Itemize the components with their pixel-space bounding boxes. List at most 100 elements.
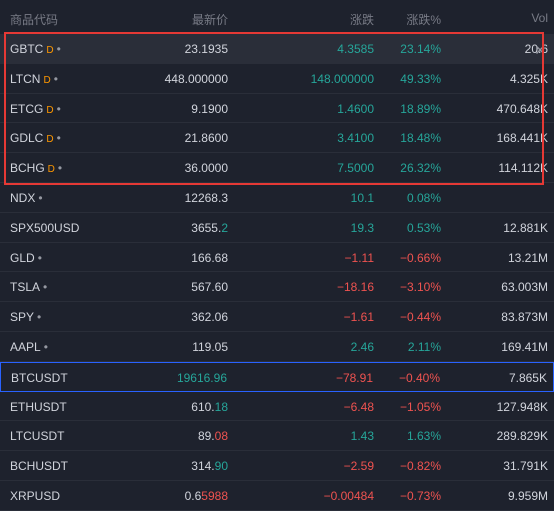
symbol-label: TSLA: [10, 280, 41, 295]
row-symbol: AAPL •: [10, 340, 48, 354]
table-row[interactable]: LTCUSDT 89.08 1.43 1.63% 289.829K: [0, 421, 554, 452]
table-row[interactable]: SPX500USD 3655.2 19.3 0.53% 12.881K: [0, 213, 554, 243]
row-last: 3655.2: [191, 221, 228, 235]
row-change: 148.000000: [310, 71, 374, 86]
symbol-label: SPY: [10, 310, 35, 325]
row-change: 1.43: [350, 429, 374, 444]
row-volume: 289.829K: [496, 429, 548, 444]
table-row[interactable]: BCHG D • 36.0000 7.5000 26.32% 114.112K: [0, 153, 554, 183]
table-row[interactable]: ETHUSDT 610.18 −6.48 −1.05% 127.948K: [0, 392, 554, 422]
row-volume: 169.41M: [501, 339, 548, 354]
row-volume: 13.21M: [507, 250, 548, 265]
last-price: 610.: [191, 399, 215, 414]
status-dot: •: [37, 310, 42, 325]
row-volume: 31.791K: [503, 459, 548, 474]
header-last[interactable]: 最新价: [191, 13, 228, 27]
row-volume: 7.865K: [508, 370, 547, 385]
status-dot: •: [38, 190, 43, 205]
table-row[interactable]: XRPUSD 0.65988 −0.00484 −0.73% 9.959M: [0, 481, 554, 511]
table-row[interactable]: NDX • 12268.3 10.1 0.08%: [0, 183, 554, 213]
last-price: 19616.96: [176, 370, 227, 385]
last-price: 12268.3: [184, 190, 228, 205]
row-volume: 4.325K: [509, 71, 548, 86]
close-icon[interactable]: ✕: [534, 42, 546, 58]
symbol-label: ETCG: [10, 101, 44, 116]
last-price-tail: 90: [214, 459, 228, 474]
row-change: −18.16: [336, 280, 374, 295]
row-symbol: TSLA •: [10, 280, 47, 294]
last-price: 3655.: [191, 220, 222, 235]
watchlist-rows: GBTC D • 23.1935 4.3585 23.14% 20.6 ✕ LTCN D • 448.…: [0, 34, 554, 511]
row-volume: 63.003M: [501, 280, 548, 295]
row-symbol: GBTC D •: [10, 42, 61, 56]
row-symbol: GDLC D •: [10, 131, 61, 145]
status-dot: •: [56, 131, 61, 146]
last-price: 362.06: [191, 310, 228, 325]
row-change-pct: 2.11%: [407, 339, 441, 354]
symbol-label: LTCN: [10, 71, 41, 86]
row-last: 314.90: [191, 459, 228, 473]
last-price: 314.: [191, 459, 215, 474]
header-volume[interactable]: Vol: [531, 11, 548, 25]
header-symbol[interactable]: 商品代码: [10, 13, 59, 27]
row-symbol: BCHG D •: [10, 161, 62, 175]
table-row[interactable]: GLD • 166.68 −1.11 −0.66% 13.21M: [0, 243, 554, 273]
header-change-pct[interactable]: 涨跌%: [406, 13, 441, 27]
row-symbol: XRPUSD: [10, 489, 60, 503]
row-last: 9.1900: [191, 102, 228, 116]
status-dot: •: [43, 280, 48, 295]
row-symbol: LTCN D •: [10, 72, 58, 86]
table-row[interactable]: TSLA • 567.60 −18.16 −3.10% 63.003M: [0, 272, 554, 303]
row-change: 19.3: [350, 220, 374, 235]
row-change-pct: 1.63%: [406, 429, 441, 444]
row-change: −78.91: [335, 370, 373, 385]
row-last: 0.65988: [185, 489, 228, 503]
header-change[interactable]: 涨跌: [349, 13, 374, 27]
status-dot: •: [57, 161, 63, 176]
delay-badge: D: [46, 104, 54, 116]
row-change-pct: −0.40%: [398, 370, 440, 385]
symbol-label: BTCUSDT: [11, 370, 68, 385]
last-price-tail: 5988: [201, 488, 228, 503]
table-row[interactable]: GDLC D • 21.8600 3.4100 18.48% 168.441K: [0, 123, 554, 154]
row-last: 19616.96: [177, 371, 227, 385]
row-symbol: BCHUSDT: [10, 459, 68, 473]
table-row[interactable]: SPY • 362.06 −1.61 −0.44% 83.873M: [0, 302, 554, 332]
table-row[interactable]: GBTC D • 23.1935 4.3585 23.14% 20.6 ✕: [0, 34, 554, 64]
table-row[interactable]: ETCG D • 9.1900 1.4600 18.89% 470.648K: [0, 94, 554, 124]
delay-badge: D: [46, 134, 54, 146]
symbol-label: GLD: [10, 250, 35, 265]
row-change: −0.00484: [323, 488, 374, 503]
delay-badge: D: [43, 74, 51, 86]
row-last: 36.0000: [185, 161, 228, 175]
watchlist-header: 商品代码 最新价 涨跌 涨跌% Vol: [0, 0, 554, 34]
row-symbol: ETHUSDT: [10, 400, 67, 414]
table-row[interactable]: LTCN D • 448.000000 148.000000 49.33% 4.325K: [0, 64, 554, 94]
row-change-pct: 23.14%: [400, 42, 441, 56]
row-change-pct: 18.48%: [400, 131, 441, 146]
row-symbol: NDX •: [10, 191, 43, 205]
table-row[interactable]: AAPL • 119.05 2.46 2.11% 169.41M: [0, 332, 554, 362]
last-price-tail: 2: [221, 220, 228, 235]
row-volume: 470.648K: [496, 101, 548, 116]
delay-badge: D: [47, 164, 55, 176]
row-symbol: ETCG D •: [10, 102, 61, 116]
row-volume: 114.112K: [498, 161, 548, 176]
status-dot: •: [56, 101, 61, 116]
row-change: −1.61: [343, 310, 374, 325]
symbol-label: GDLC: [10, 131, 44, 146]
delay-badge: D: [46, 45, 54, 56]
row-change-pct: 0.08%: [406, 190, 441, 205]
last-price: 448.000000: [164, 71, 228, 86]
status-dot: •: [43, 339, 48, 354]
row-last: 12268.3: [185, 191, 228, 205]
row-symbol: BTCUSDT: [11, 371, 68, 385]
row-symbol: GLD •: [10, 251, 42, 265]
symbol-label: ETHUSDT: [10, 399, 67, 414]
status-dot: •: [53, 71, 58, 86]
table-row[interactable]: BTCUSDT 19616.96 −78.91 −0.40% 7.865K: [0, 361, 554, 392]
row-last: 119.05: [192, 340, 228, 354]
table-row[interactable]: BCHUSDT 314.90 −2.59 −0.82% 31.791K: [0, 451, 554, 481]
symbol-label: AAPL: [10, 339, 41, 354]
